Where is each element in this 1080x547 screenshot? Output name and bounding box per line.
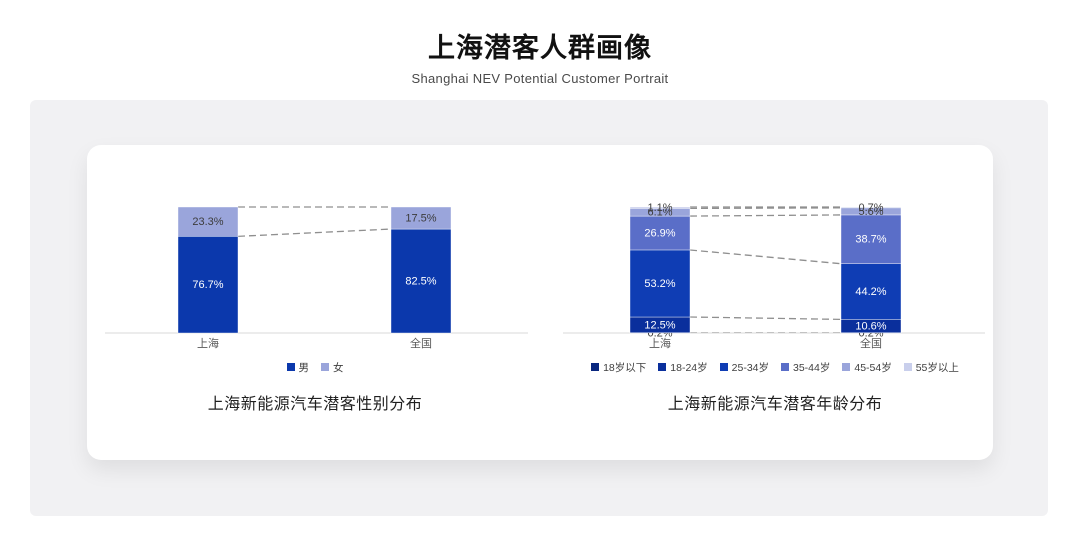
page-header: 上海潜客人群画像 Shanghai NEV Potential Customer… [0, 26, 1080, 86]
legend-swatch-icon [903, 363, 912, 371]
legend-label: 35-44岁 [793, 361, 831, 374]
legend-swatch-icon [781, 363, 789, 371]
bar-segment [840, 263, 902, 320]
bar-segment [840, 214, 902, 264]
legend-swatch-icon [321, 363, 329, 371]
legend-swatch-icon [658, 363, 667, 371]
category-label: 上海 [197, 336, 219, 350]
bar-segment-label: 0.7% [858, 202, 883, 214]
bar-segment-label: 76.7% [192, 279, 223, 291]
age-chart-caption: 上海新能源汽车潜客年龄分布 [667, 396, 883, 413]
connector-dash-line [689, 316, 842, 321]
legend-label: 55岁以上 [915, 361, 959, 374]
bar-segment-label: 38.7% [855, 234, 886, 246]
bar-segment-label: 12.5% [644, 319, 675, 331]
bar-segment-label: 44.2% [855, 286, 886, 298]
bar-segment-label: 23.3% [192, 216, 223, 228]
charts-card: 76.7% 23.3% 上海 82.5% 17.5% 全国 男女 上海新能源汽车潜客性别分… [87, 145, 993, 460]
category-label: 全国 [860, 336, 882, 350]
bar-segment [840, 206, 902, 209]
bar-segment [390, 206, 452, 230]
bar-segment-label: 26.9% [644, 227, 675, 239]
gender-chart-caption: 上海新能源汽车潜客性别分布 [207, 396, 423, 413]
page-subtitle: Shanghai NEV Potential Customer Portrait [411, 71, 669, 86]
legend-item-1: 18-24岁 [658, 360, 708, 375]
gender-chart: 76.7% 23.3% 上海 82.5% 17.5% 全国 [105, 206, 528, 350]
bar-segment-label: 5.6% [858, 206, 883, 218]
age-chart: 0.2%12.5%53.2%26.9%6.1%1.1%上海0.2%10.6%44… [563, 202, 985, 350]
legend-label: 25-34岁 [731, 361, 769, 374]
bar-segment [390, 228, 452, 334]
legend-label: 18岁以下 [603, 361, 647, 374]
bar-segment [177, 206, 239, 237]
legend-label: 男 [298, 361, 310, 374]
bar-segment-label: 53.2% [644, 278, 675, 290]
connector-dash-line [689, 214, 842, 217]
content-panel: 76.7% 23.3% 上海 82.5% 17.5% 全国 男女 上海新能源汽车潜客性别分… [30, 100, 1048, 516]
legend-swatch-icon [719, 363, 728, 371]
legend-item-3: 35-44岁 [781, 360, 830, 375]
gender-chart-block: 76.7% 23.3% 上海 82.5% 17.5% 全国 男女 上海新能源汽车潜客性别分… [95, 195, 535, 414]
connector-dash-line [689, 249, 842, 265]
category-label: 全国 [410, 336, 432, 350]
legend-swatch-icon [286, 363, 295, 371]
bar-segment-label: 17.5% [405, 212, 436, 224]
legend-label: 18-24岁 [670, 361, 708, 374]
bar-segment [177, 236, 239, 334]
bar-segment-label: 82.5% [405, 275, 436, 287]
age-chart-block: 0.2% 12.5% 53.2% 26.9% 6.1% 1.1% 上海 0.2% 10.6% 44… [555, 195, 995, 414]
gender-chart-legend: 男女 [95, 360, 535, 374]
bar-segment [629, 206, 691, 209]
bar-segment [629, 215, 691, 251]
connector-dash-line [237, 228, 392, 238]
age-chart-legend: 18岁以下 18-24岁 25-34岁 35-44岁 45-54岁 55岁以上 [555, 360, 995, 374]
legend-item-4: 45-54岁 [842, 360, 892, 375]
legend-item-5: 55岁以上 [903, 360, 959, 375]
page-title: 上海潜客人群画像 [428, 33, 652, 63]
legend-item-2: 25-34岁 [719, 360, 769, 375]
category-label: 上海 [649, 336, 671, 350]
legend-item-0: 男 [286, 360, 310, 375]
legend-label: 女 [333, 361, 344, 374]
bar-segment-label: 1.1% [647, 202, 672, 214]
bar-segment-label: 6.1% [647, 207, 672, 219]
connector-dash-line [689, 207, 842, 210]
legend-item-0: 18岁以下 [591, 360, 646, 375]
bar-segment-label: 10.6% [855, 320, 886, 332]
legend-label: 45-54岁 [854, 361, 892, 374]
legend-item-1: 女 [321, 360, 344, 375]
bar-segment [629, 249, 691, 318]
legend-swatch-icon [591, 363, 600, 371]
legend-swatch-icon [842, 363, 851, 371]
